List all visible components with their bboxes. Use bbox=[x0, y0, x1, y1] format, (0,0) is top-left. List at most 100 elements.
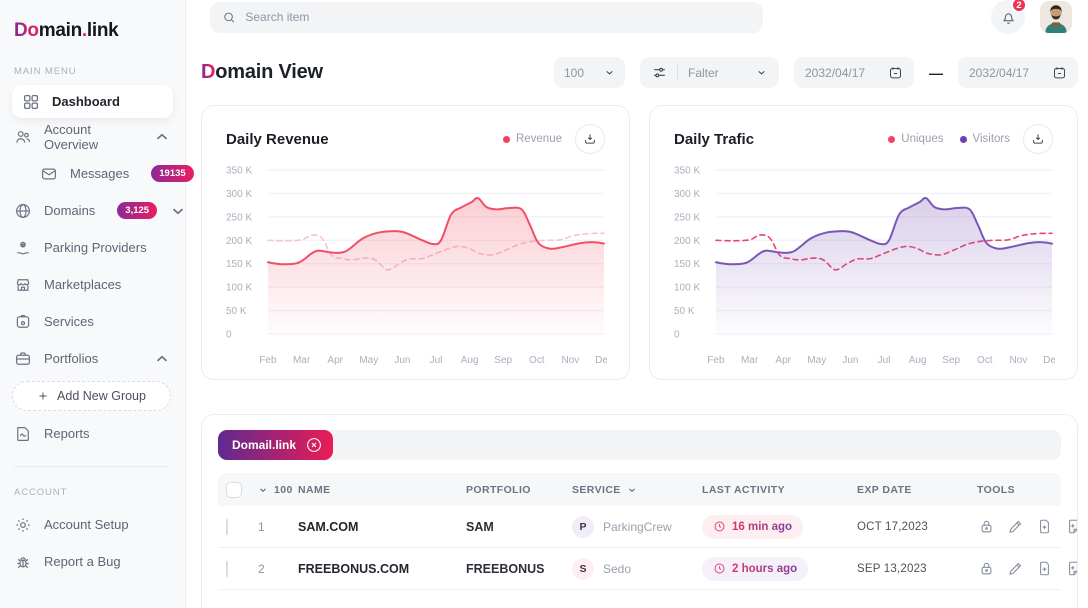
column-service[interactable]: SERVICE bbox=[572, 484, 702, 496]
row-checkbox[interactable] bbox=[226, 560, 228, 577]
close-icon[interactable] bbox=[305, 436, 323, 454]
column-count-label: 100 bbox=[274, 483, 293, 496]
edit-button[interactable] bbox=[1006, 560, 1024, 578]
sidebar-item-label: Report a Bug bbox=[44, 554, 121, 569]
brand-logo-dot: . bbox=[81, 20, 87, 41]
table-header: 100 NAME PORTFOLIO SERVICE LAST ACTIVITY… bbox=[218, 473, 1061, 506]
filter-chip[interactable]: Domail.link bbox=[218, 430, 334, 460]
lock-button[interactable] bbox=[977, 560, 995, 578]
file-add-button[interactable] bbox=[1035, 560, 1053, 578]
row-number: 2 bbox=[258, 561, 265, 576]
file-add-button[interactable] bbox=[1035, 518, 1053, 536]
user-avatar[interactable] bbox=[1040, 1, 1072, 33]
sidebar-item-report-bug[interactable]: Report a Bug bbox=[0, 543, 185, 580]
filter-dropdown[interactable]: Falter bbox=[640, 57, 779, 88]
download-chart-button[interactable] bbox=[1023, 124, 1053, 154]
main-menu-label: MAIN MENU bbox=[14, 66, 77, 77]
tools-cell bbox=[977, 518, 1077, 536]
svg-text:300 K: 300 K bbox=[674, 189, 700, 200]
svg-text:150 K: 150 K bbox=[226, 259, 252, 270]
topbar: 2 bbox=[186, 0, 1088, 34]
page-size-select[interactable]: 100 bbox=[554, 57, 625, 88]
filter-chip-bar: Domail.link bbox=[218, 430, 1061, 460]
date-from-value: 2032/04/17 bbox=[805, 65, 866, 80]
service-cell: S Sedo bbox=[572, 557, 702, 580]
svg-text:Dec: Dec bbox=[1043, 355, 1055, 366]
sidebar-item-portfolios[interactable]: Portfolios bbox=[0, 340, 185, 377]
sidebar-item-dashboard[interactable]: Dashboard bbox=[12, 85, 173, 118]
legend-item: Revenue bbox=[502, 133, 562, 145]
search-bar[interactable] bbox=[210, 1, 763, 33]
add-new-group-button[interactable]: Add New Group bbox=[12, 381, 171, 411]
date-from-picker[interactable]: 2032/04/17 bbox=[794, 57, 914, 88]
sidebar: Domain.link MAIN MENU Dashboard Account … bbox=[0, 0, 194, 608]
svg-text:Feb: Feb bbox=[259, 355, 277, 366]
sidebar-item-marketplaces[interactable]: Marketplaces bbox=[0, 266, 185, 303]
sidebar-item-account-setup[interactable]: Account Setup bbox=[0, 506, 185, 543]
svg-text:350 K: 350 K bbox=[674, 166, 700, 177]
svg-text:Dec: Dec bbox=[595, 355, 607, 366]
chevron-up-icon[interactable] bbox=[153, 350, 171, 368]
legend-item: Uniques bbox=[888, 133, 944, 145]
sidebar-item-label: Parking Providers bbox=[44, 240, 147, 255]
clock-icon bbox=[714, 521, 725, 532]
sidebar-item-label: Messages bbox=[70, 166, 130, 181]
chevron-down-icon[interactable] bbox=[169, 202, 187, 220]
chart-title: Daily Trafic bbox=[674, 130, 755, 148]
lock-icon bbox=[981, 520, 991, 532]
globe-icon bbox=[16, 203, 30, 218]
domains-count-badge: 3,125 bbox=[117, 202, 158, 219]
date-to-picker[interactable]: 2032/04/17 bbox=[958, 57, 1078, 88]
briefcase-icon bbox=[16, 351, 30, 365]
report-icon bbox=[17, 426, 29, 441]
users-icon bbox=[16, 130, 31, 143]
svg-text:May: May bbox=[807, 355, 826, 366]
edit-button[interactable] bbox=[1006, 518, 1024, 536]
svg-text:Mar: Mar bbox=[293, 355, 311, 366]
legend-label: Uniques bbox=[901, 133, 944, 145]
portfolio-name: FREEBONUS bbox=[466, 561, 545, 576]
sidebar-divider bbox=[14, 466, 169, 467]
download-chart-button[interactable] bbox=[575, 124, 605, 154]
brand-logo[interactable]: Domain.link bbox=[0, 14, 185, 46]
sidebar-item-services[interactable]: Services bbox=[0, 303, 185, 340]
column-exp-date: EXP DATE bbox=[857, 483, 912, 496]
search-input[interactable] bbox=[245, 10, 751, 24]
gear-icon bbox=[16, 517, 30, 532]
sidebar-item-reports[interactable]: Reports bbox=[0, 415, 185, 452]
charts-row: Daily Revenue Revenue 350 K 300 K 250 K 200… bbox=[201, 105, 1078, 380]
svg-text:Apr: Apr bbox=[327, 355, 343, 366]
column-portfolio: PORTFOLIO bbox=[466, 483, 531, 496]
chevron-up-icon[interactable] bbox=[153, 128, 171, 146]
row-checkbox[interactable] bbox=[226, 518, 228, 535]
select-all-checkbox[interactable] bbox=[226, 481, 242, 498]
legend-dot bbox=[959, 135, 967, 143]
brand-logo-rest: link bbox=[86, 20, 119, 41]
file-export-button[interactable] bbox=[1064, 560, 1077, 578]
date-to-value: 2032/04/17 bbox=[969, 65, 1030, 80]
sidebar-item-parking-providers[interactable]: Parking Providers bbox=[0, 229, 185, 266]
storefront-icon bbox=[16, 278, 30, 291]
svg-text:250 K: 250 K bbox=[674, 212, 700, 223]
account-section-label: ACCOUNT bbox=[14, 487, 68, 498]
sidebar-item-domains[interactable]: Domains 3,125 bbox=[0, 192, 185, 229]
sidebar-item-account-overview[interactable]: Account Overview bbox=[0, 118, 185, 155]
content: Domain View 100 Falter 2032/04/17 bbox=[186, 34, 1088, 608]
daily-revenue-plot: 350 K 300 K 250 K 200 K 150 K 100 K 50 K 0 Feb Ma… bbox=[226, 162, 613, 373]
notifications-button[interactable]: 2 bbox=[991, 0, 1027, 34]
file-export-button[interactable] bbox=[1064, 518, 1077, 536]
row-number: 1 bbox=[258, 519, 265, 534]
last-activity-text: 2 hours ago bbox=[732, 562, 798, 575]
sidebar-item-messages[interactable]: Messages 19135 bbox=[0, 155, 194, 192]
calendar-icon bbox=[890, 67, 901, 79]
legend-item: Visitors bbox=[959, 133, 1010, 145]
lock-button[interactable] bbox=[977, 518, 995, 536]
column-count[interactable]: 100 bbox=[258, 484, 298, 496]
svg-text:Sep: Sep bbox=[494, 355, 512, 366]
service-name: ParkingCrew bbox=[603, 519, 672, 534]
file-export-icon bbox=[1068, 561, 1077, 575]
svg-text:Jun: Jun bbox=[842, 355, 858, 366]
messages-count-badge: 19135 bbox=[151, 165, 194, 182]
svg-text:0: 0 bbox=[674, 330, 680, 341]
